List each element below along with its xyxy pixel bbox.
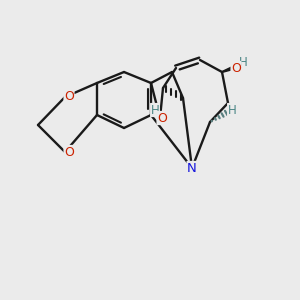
Text: N: N <box>187 161 197 175</box>
Text: O: O <box>64 91 74 103</box>
Polygon shape <box>222 63 242 72</box>
Text: H: H <box>228 103 236 116</box>
Text: O: O <box>157 112 167 124</box>
Text: H: H <box>151 103 159 116</box>
Text: O: O <box>64 146 74 158</box>
Text: O: O <box>231 61 241 74</box>
Text: H: H <box>238 56 247 68</box>
